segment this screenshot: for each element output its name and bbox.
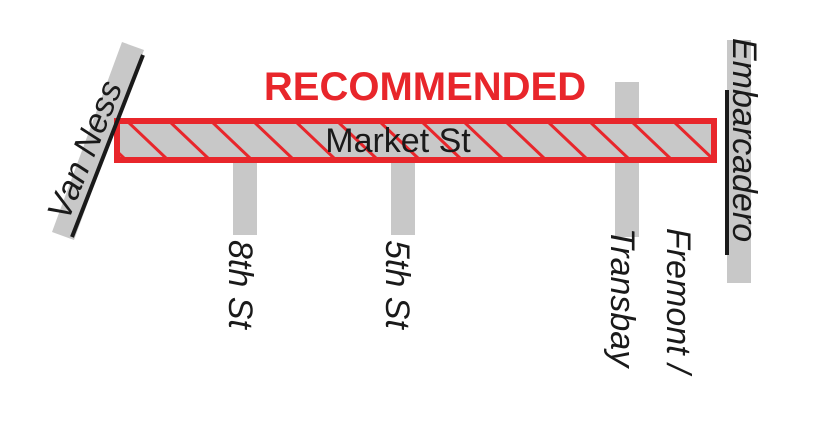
street-8th [233, 155, 257, 235]
recommended-title: RECOMMENDED [264, 65, 586, 109]
recommended-hatch [119, 123, 712, 158]
market-st-label: Market St [325, 122, 471, 160]
fremont-label: Fremont / [659, 228, 697, 377]
street-van-ness [52, 42, 144, 240]
fifth-st-label: 5th St [378, 240, 416, 330]
street-5th [391, 155, 415, 235]
embarcadero-label: Embarcadero [725, 38, 763, 242]
eighth-st-label: 8th St [221, 240, 259, 330]
recommended-outline [114, 118, 717, 163]
transbay-label: Transbay [603, 228, 641, 369]
van-ness-underline [70, 54, 145, 238]
street-embarcadero [727, 40, 751, 283]
